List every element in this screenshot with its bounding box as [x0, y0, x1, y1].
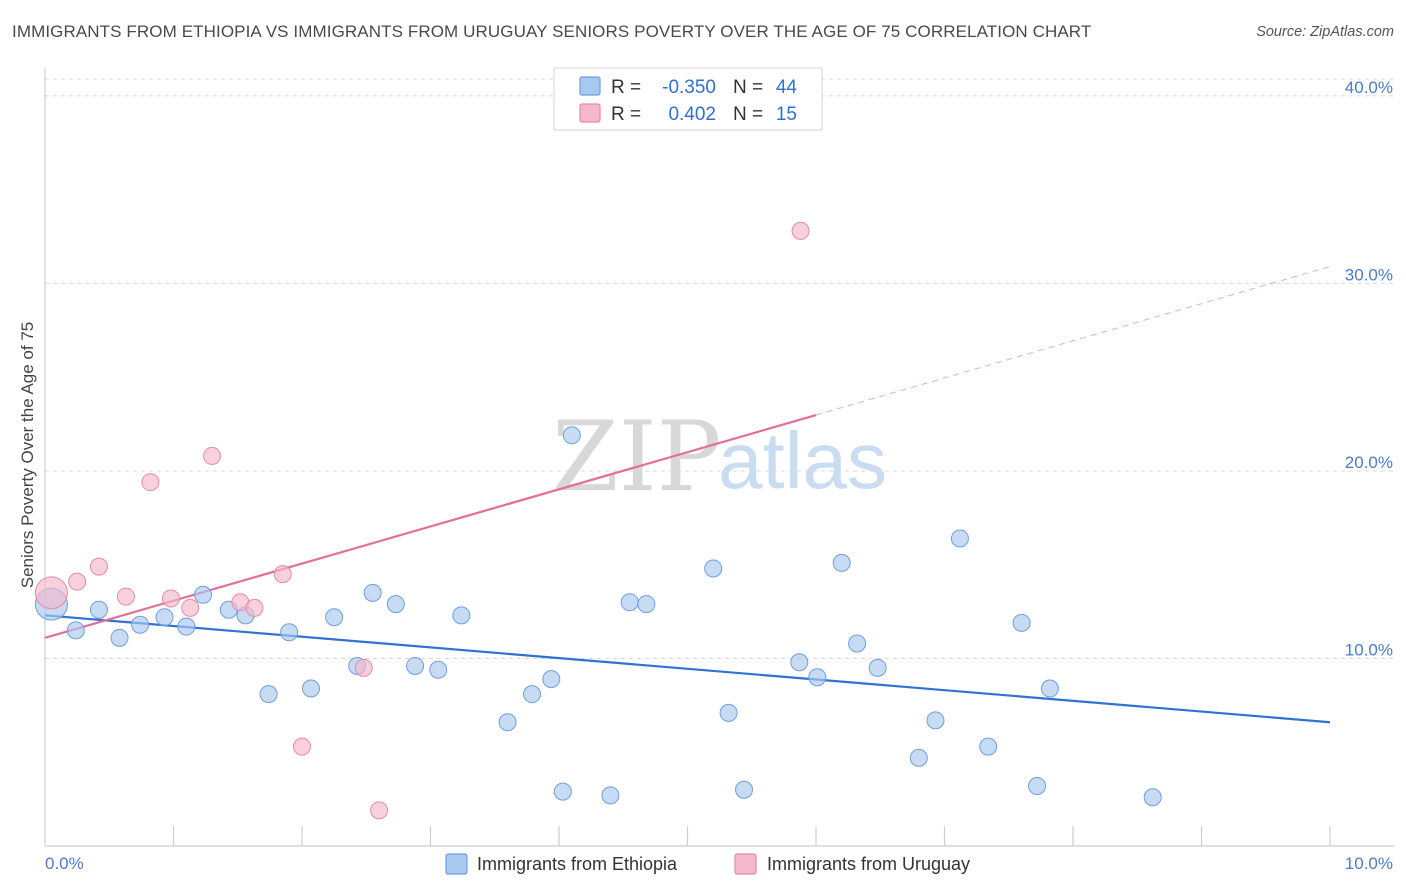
watermark-zip: ZIP	[552, 401, 721, 513]
legend-n-label-uruguay: N =	[733, 104, 763, 125]
ethiopia-point	[131, 615, 150, 634]
ethiopia-point	[735, 780, 754, 799]
ethiopia-point	[498, 713, 517, 732]
data-points	[34, 221, 1162, 820]
legend-label-uruguay: Immigrants from Uruguay	[767, 854, 970, 874]
ethiopia-point	[790, 653, 809, 672]
tick-labels: 10.0% 20.0% 30.0% 40.0% 0.0% 10.0%	[45, 78, 1393, 873]
ethiopia-point	[523, 685, 542, 704]
axes	[44, 68, 1395, 847]
ethiopia-point	[280, 623, 299, 642]
ethiopia-point	[808, 668, 827, 687]
uruguay-point	[370, 801, 389, 820]
ethiopia-point	[868, 658, 887, 677]
trend-line-uruguay-projection	[815, 266, 1331, 416]
ethiopia-point	[325, 608, 344, 627]
y-tick-label: 10.0%	[1345, 640, 1393, 659]
uruguay-point	[116, 587, 135, 606]
ethiopia-point	[719, 703, 738, 722]
ethiopia-point	[562, 426, 581, 445]
legend-r-label-ethiopia: R =	[611, 77, 641, 98]
y-tick-label: 40.0%	[1345, 78, 1393, 97]
ethiopia-point	[259, 685, 278, 704]
uruguay-point	[791, 221, 810, 240]
legend-swatch-ethiopia	[579, 76, 601, 96]
ethiopia-point	[110, 628, 129, 647]
uruguay-point	[245, 598, 264, 617]
ethiopia-point	[832, 553, 851, 572]
ethiopia-point	[452, 606, 471, 625]
ethiopia-point	[620, 593, 639, 612]
ethiopia-point	[704, 559, 723, 578]
ethiopia-point	[926, 711, 945, 730]
uruguay-point	[293, 737, 311, 756]
y-tick-label: 20.0%	[1345, 453, 1393, 472]
watermark-atlas: atlas	[718, 416, 887, 505]
uruguay-point	[181, 598, 200, 617]
ethiopia-point	[1143, 788, 1162, 807]
ethiopia-point	[1028, 776, 1047, 795]
ethiopia-point	[194, 585, 213, 604]
legend-r-value-ethiopia: -0.350	[662, 77, 716, 98]
ethiopia-point	[301, 679, 320, 698]
ethiopia-point	[848, 634, 867, 653]
ethiopia-point	[155, 608, 174, 627]
legend-n-value-ethiopia: 44	[776, 77, 798, 98]
chart-title: IMMIGRANTS FROM ETHIOPIA VS IMMIGRANTS F…	[12, 22, 1092, 41]
correlation-legend: R = -0.350 N = 44 R = 0.402 N = 15	[553, 67, 823, 131]
ethiopia-point	[89, 600, 108, 619]
ethiopia-point	[553, 782, 572, 801]
ethiopia-point	[637, 595, 656, 614]
ethiopia-point	[979, 737, 998, 756]
uruguay-point	[161, 589, 180, 608]
ethiopia-point	[542, 670, 561, 689]
legend-r-label-uruguay: R =	[611, 104, 641, 125]
ethiopia-point	[177, 617, 196, 636]
uruguay-point	[68, 572, 87, 591]
source-credit: Source: ZipAtlas.com	[1256, 24, 1394, 40]
ethiopia-point	[429, 660, 448, 679]
legend-n-label-ethiopia: N =	[733, 77, 763, 98]
trend-line-ethiopia	[44, 614, 1331, 724]
uruguay-point	[89, 557, 108, 576]
x-tick-label: 10.0%	[1345, 854, 1393, 873]
y-axis-label: Seniors Poverty Over the Age of 75	[18, 322, 37, 588]
x-tick-label: 0.0%	[45, 854, 84, 873]
trend-line-uruguay	[44, 413, 817, 639]
legend-label-ethiopia: Immigrants from Ethiopia	[477, 854, 678, 874]
ethiopia-point	[909, 748, 928, 767]
uruguay-point	[354, 658, 373, 677]
uruguay-point	[141, 473, 160, 492]
uruguay-point	[273, 565, 292, 584]
ethiopia-point	[601, 786, 620, 805]
ethiopia-point	[406, 656, 425, 675]
uruguay-point	[203, 446, 222, 465]
uruguay-point	[34, 576, 68, 610]
ethiopia-point	[1012, 613, 1031, 632]
ethiopia-point	[1040, 679, 1059, 698]
series-legend: Immigrants from Ethiopia Immigrants from…	[445, 853, 970, 875]
legend-swatch-uruguay	[579, 103, 601, 123]
ethiopia-point	[363, 583, 382, 602]
legend-swatch-ethiopia-bottom	[445, 853, 468, 875]
legend-swatch-uruguay-bottom	[734, 853, 757, 875]
watermark: ZIP atlas	[552, 401, 887, 513]
ethiopia-point	[950, 529, 969, 548]
ethiopia-point	[386, 595, 405, 614]
ethiopia-point	[66, 621, 85, 640]
legend-n-value-uruguay: 15	[776, 104, 797, 125]
y-tick-label: 30.0%	[1345, 265, 1393, 284]
legend-r-value-uruguay: 0.402	[668, 104, 716, 125]
